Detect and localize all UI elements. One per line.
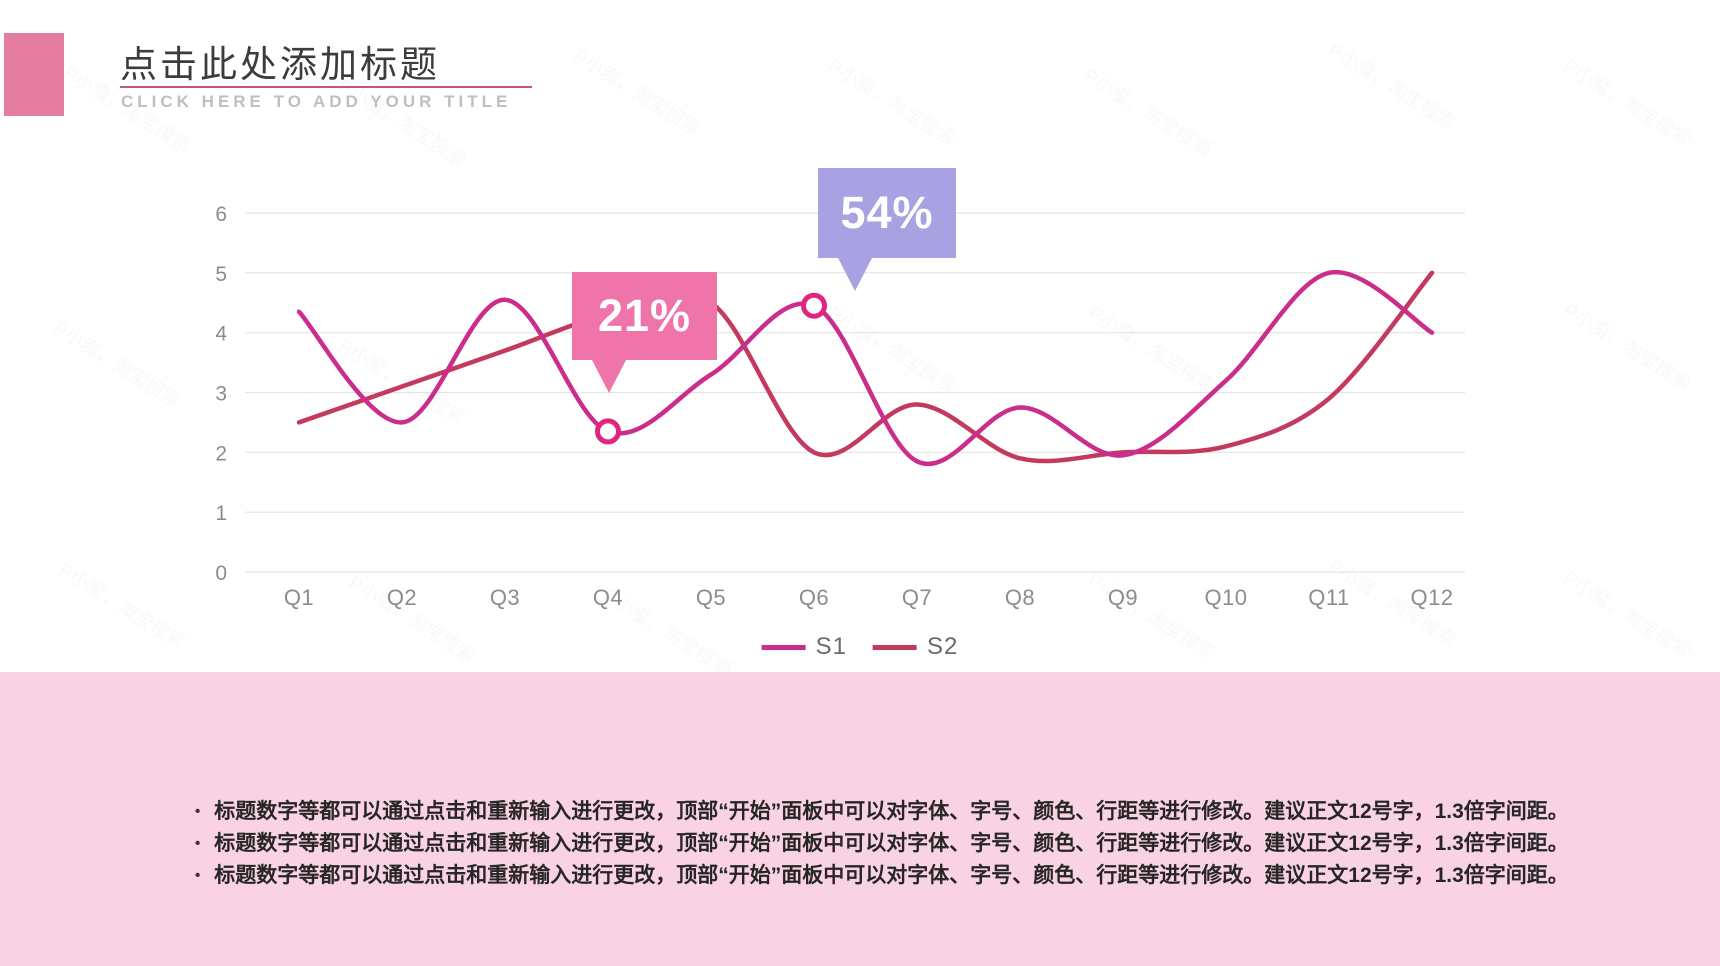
callout-54-label: 54% [840,187,934,238]
legend-label-s2: S2 [927,633,959,660]
legend-swatch-s2 [873,644,917,650]
legend-item-s1: S1 [761,633,847,661]
x-tick-label: Q10 [1204,585,1247,610]
y-tick-label: 1 [215,502,228,525]
y-tick-label: 5 [215,263,228,286]
data-marker-q4 [595,418,621,445]
legend-swatch-s1 [761,644,806,650]
series-line-s1 [296,269,1435,467]
callout-21-label: 21% [597,290,692,341]
chart-legend: S1 S2 [761,633,959,661]
line-chart: 0 1 2 3 4 5 6 Q1 Q2 Q3 Q4 Q5 Q6 Q7 Q8 Q9 Q10 Q11 Q12 [215,203,1465,610]
y-tick-label: 2 [215,442,228,465]
page-subtitle: CLICK HERE TO ADD YOUR TITLE [121,92,512,111]
y-tick-label: 4 [215,323,228,346]
legend-label-s1: S1 [815,633,847,660]
bullet-dot-icon: • [195,835,201,852]
page-title: 点击此处添加标题 [120,45,440,86]
data-marker-q6 [801,292,827,319]
bullet-text: 标题数字等都可以通过点击和重新输入进行更改，顶部“开始”面板中可以对字体、字号、… [214,800,1569,823]
bullet-dot-icon: • [195,803,201,820]
bullet-row: • 标题数字等都可以通过点击和重新输入进行更改，顶部“开始”面板中可以对字体、字号… [195,828,1569,860]
callout-54-tail-icon [838,258,872,291]
x-tick-label: Q7 [902,585,932,610]
x-tick-label: Q9 [1108,585,1138,610]
callout-21-tail-icon [592,360,626,393]
x-tick-label: Q11 [1308,585,1349,610]
x-tick-label: Q12 [1410,585,1453,610]
title-underline [120,86,532,88]
x-tick-label: Q5 [696,585,726,610]
bullet-row: • 标题数字等都可以通过点击和重新输入进行更改，顶部“开始”面板中可以对字体、字号… [195,860,1569,892]
bullet-list: • 标题数字等都可以通过点击和重新输入进行更改，顶部“开始”面板中可以对字体、字号… [195,672,1569,892]
y-tick-label: 3 [215,383,228,406]
bottom-band: • 标题数字等都可以通过点击和重新输入进行更改，顶部“开始”面板中可以对字体、字号… [0,672,1720,966]
series-line-s2 [296,270,1435,464]
x-tick-label: Q8 [1005,585,1035,610]
y-tick-label: 6 [215,203,228,226]
x-tick-label: Q3 [490,585,520,610]
bullet-text: 标题数字等都可以通过点击和重新输入进行更改，顶部“开始”面板中可以对字体、字号、… [214,864,1569,887]
accent-square [4,33,64,116]
bullet-text: 标题数字等都可以通过点击和重新输入进行更改，顶部“开始”面板中可以对字体、字号、… [214,832,1569,855]
callout-54-percent: 54% [818,168,956,291]
x-tick-label: Q1 [284,585,314,610]
x-tick-label: Q6 [799,585,829,610]
callout-21-percent: 21% [572,272,717,393]
legend-item-s2: S2 [873,633,958,661]
x-tick-label: Q4 [593,585,623,610]
bullet-row: • 标题数字等都可以通过点击和重新输入进行更改，顶部“开始”面板中可以对字体、字号… [195,796,1569,828]
x-tick-label: Q2 [387,585,417,610]
y-tick-label: 0 [215,562,228,585]
bullet-dot-icon: • [195,867,201,884]
